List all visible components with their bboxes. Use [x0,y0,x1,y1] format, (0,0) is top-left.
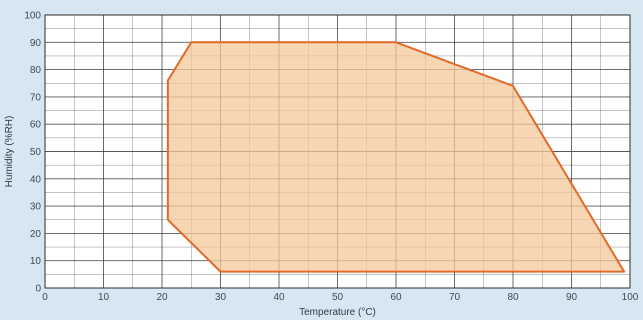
y-tick-label: 50 [30,147,42,158]
y-axis-ticks: 0 10 20 30 40 50 60 70 80 90 100 [24,11,41,295]
x-axis-ticks: 0 10 20 30 40 50 60 70 80 90 100 [42,292,639,303]
y-tick-label: 80 [30,65,42,76]
x-tick-label: 60 [390,292,402,303]
y-tick-label: 20 [30,229,42,240]
region-polygon [166,41,626,273]
plot-frame [44,14,631,289]
y-tick-label: 0 [35,284,41,295]
operating-range-region [166,41,626,273]
x-axis-label: Temperature (°C) [299,307,376,318]
y-tick-label: 40 [30,174,42,185]
x-tick-label: 0 [42,292,48,303]
y-tick-label: 100 [24,11,41,22]
y-tick-label: 10 [30,256,42,267]
x-tick-label: 90 [566,292,578,303]
y-axis-label: Humidity (%RH) [4,116,15,188]
y-tick-label: 90 [30,38,42,49]
x-tick-label: 50 [332,292,344,303]
x-tick-label: 100 [622,292,639,303]
x-tick-label: 70 [449,292,461,303]
x-tick-label: 40 [273,292,285,303]
x-tick-label: 80 [507,292,519,303]
x-tick-label: 20 [156,292,168,303]
x-tick-label: 30 [215,292,227,303]
y-tick-label: 70 [30,92,42,103]
y-tick-label: 30 [30,202,42,213]
x-tick-label: 10 [98,292,110,303]
y-tick-label: 60 [30,120,42,131]
